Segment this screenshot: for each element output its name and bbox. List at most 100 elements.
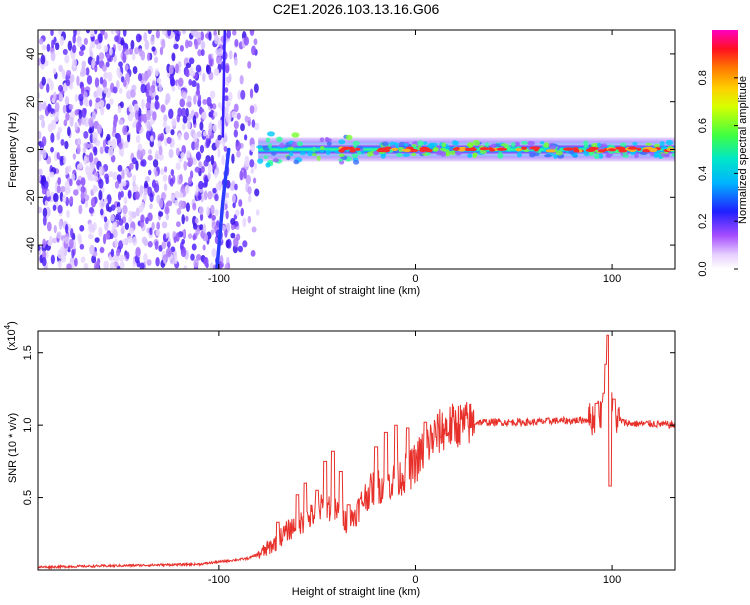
spectrogram-noise-cell [60, 138, 65, 146]
spectrogram-noise-cell [81, 115, 86, 126]
spectrogram-noise-cell [132, 236, 138, 246]
spectrogram-noise-cell [159, 46, 164, 56]
spectrogram-noise-cell [78, 109, 83, 120]
spectrogram-noise-cell [226, 113, 232, 124]
spectrogram-noise-cell [46, 43, 51, 52]
spectrogram-noise-cell [249, 30, 255, 36]
spectrogram-noise-cell [158, 83, 163, 93]
spectrogram-noise-cell [230, 232, 236, 239]
spectrogram-ridge-peak [391, 147, 399, 151]
spectrogram-band-cell [479, 150, 487, 154]
spectrogram-noise-cell [71, 249, 75, 259]
spectrogram-noise-cell [185, 184, 190, 194]
spectrogram-noise-cell [60, 246, 65, 257]
spectrogram-noise-cell [66, 263, 72, 269]
spectrogram-noise-cell [112, 86, 118, 94]
spectrogram-doppler-streak-line [215, 147, 231, 269]
spectrogram-noise-cell [110, 248, 115, 258]
spectrogram-noise-cell [99, 76, 104, 85]
spectrogram-noise-cell [168, 148, 174, 159]
spectrogram-noise-cell [188, 176, 193, 185]
spectrogram-band-cell [467, 153, 473, 158]
spectrogram-noise-cell [38, 206, 43, 214]
spectrogram-noise-cell [184, 39, 189, 49]
spectrogram-noise-cell [131, 211, 137, 219]
spectrogram-noise-cell [235, 233, 241, 241]
spectrogram-noise-cell [174, 199, 179, 206]
spectrogram-noise-cell [112, 125, 117, 133]
spectrogram-doppler-streak [215, 30, 231, 269]
spectrogram-noise-cell [115, 30, 120, 35]
spectrogram-band-cell [312, 146, 317, 153]
spectrogram-noise-cell [158, 145, 163, 156]
spectrogram-noise-cell [98, 33, 103, 43]
spectrogram-noise-cell [249, 105, 255, 114]
spectrogram-band-cell [366, 151, 373, 157]
spectrogram-noise-cell [100, 105, 105, 116]
snr-frame [37, 330, 676, 571]
spectrogram-noise-cell [76, 144, 81, 155]
spectrogram-noise-cell [224, 192, 230, 199]
snr-x-axis-label: Height of straight line (km) [292, 586, 420, 598]
spectrogram-noise-cell [155, 229, 161, 237]
spectrogram-noise-cell [110, 214, 115, 222]
spectrogram-noise-cell [154, 94, 159, 101]
spectrogram-noise-cell [214, 34, 219, 45]
spectrogram-noise-cell [65, 79, 71, 87]
spectrogram-ridge-peak [489, 148, 496, 152]
spectrogram-noise-cell [91, 110, 97, 120]
spectrogram-noise-cell [57, 260, 62, 269]
spectrogram-band-cell [659, 141, 665, 147]
spectrogram-noise-cell [126, 134, 131, 143]
spectrogram-noise-cell [121, 169, 125, 180]
colorbar-ticks: 0.0 0.2 0.4 0.6 0.8 [697, 70, 738, 277]
spectrogram-noise-cell [117, 214, 122, 221]
spectrogram-band-cell [653, 143, 660, 148]
spectrogram-band-cell [299, 151, 306, 156]
spectrogram-band-cell [319, 145, 325, 151]
spectrogram-noise-cell [119, 101, 124, 109]
spectrogram-noise-cell [186, 120, 191, 130]
spectrogram-noise-cell [56, 185, 61, 194]
spectrogram-noise-cell [38, 92, 41, 99]
spectrogram-noise-cell [73, 189, 79, 196]
spectrogram-noise-cell [204, 190, 208, 201]
spectrogram-noise-cell [189, 170, 194, 179]
spectrogram-noise-cell [230, 223, 235, 231]
spectrogram-noise-cell [47, 240, 53, 247]
spectrogram-noise-cell [214, 193, 219, 202]
spectrogram-noise-cell [70, 74, 75, 83]
spectrogram-noise-cell [97, 42, 102, 50]
spectrogram-noise-cell [248, 194, 252, 203]
spectrogram-noise-cell [169, 78, 176, 87]
spectrogram-noise-cell [197, 194, 202, 201]
spectrogram-noise-cell [38, 154, 42, 162]
spectrogram-noise-cell [224, 87, 229, 93]
spectrogram-noise-cell [67, 126, 71, 137]
spectrogram-noise-cell [232, 30, 237, 36]
spectrogram-ridge-peak [380, 149, 391, 153]
spectrogram-band-cell [396, 152, 403, 158]
spectrogram-ridge-peak [419, 146, 430, 151]
spectrogram-y-ticks: -40 -20 0 20 40 [25, 48, 675, 253]
spectrogram-noise-cell [224, 263, 229, 269]
spectrogram-noise-cell [252, 177, 257, 184]
spectrogram-noise-cell [185, 215, 189, 222]
spectrogram-noise-cell [50, 30, 54, 37]
spectrogram-noise-cell [143, 253, 148, 264]
spectrogram-noise-cell [243, 36, 250, 46]
spectrogram-y-tick-label: -40 [25, 237, 37, 253]
spectrogram-noise-cell [121, 180, 127, 187]
spectrogram-noise-cell [202, 223, 207, 233]
spectrogram-noise-cell [129, 162, 134, 170]
spectrogram-noise-cell [238, 199, 243, 207]
spectrogram-ridge-peak [573, 149, 580, 153]
snr-multiplier: (x104) [3, 321, 18, 351]
spectrogram-noise-cell [79, 70, 85, 77]
spectrogram-band-cell [272, 158, 280, 163]
spectrogram-noise-cell [134, 110, 139, 120]
spectrogram-noise-cell [173, 255, 178, 265]
spectrogram-noise-cell [183, 131, 190, 141]
spectrogram-band-cell [403, 143, 408, 147]
spectrogram-noise-cell [242, 217, 247, 228]
